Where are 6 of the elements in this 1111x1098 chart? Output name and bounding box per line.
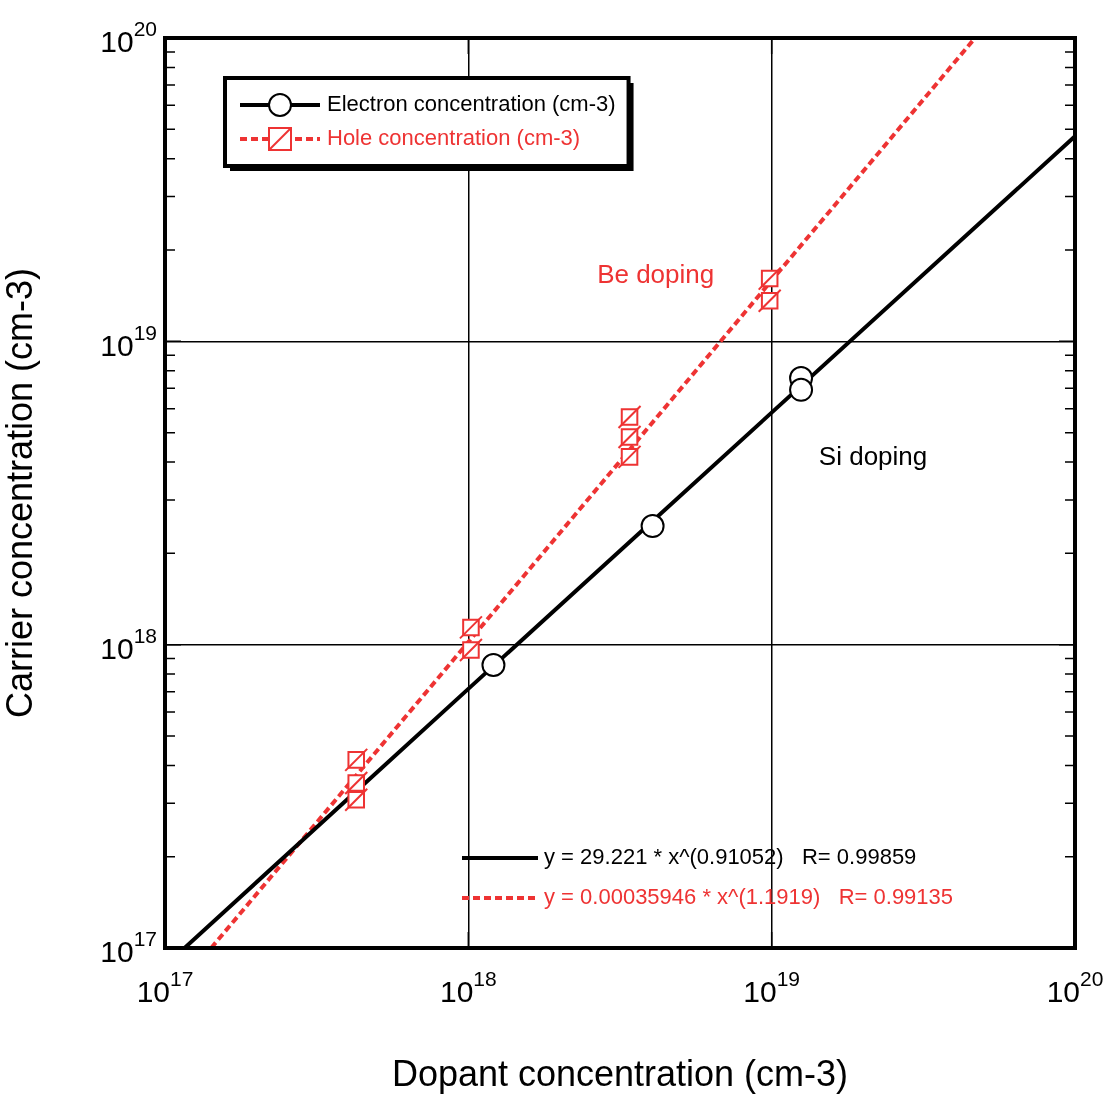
annotation: Be doping	[597, 259, 715, 289]
annotation: Si doping	[818, 441, 928, 472]
legend-label: Hole concentration (cm-3)	[327, 125, 581, 151]
legend-label: Electron concentration (cm-3)	[327, 91, 616, 117]
y-axis-title: Carrier concentration (cm-3)	[0, 267, 40, 719]
x-axis-title: Dopant concentration (cm-3)	[391, 1053, 849, 1095]
